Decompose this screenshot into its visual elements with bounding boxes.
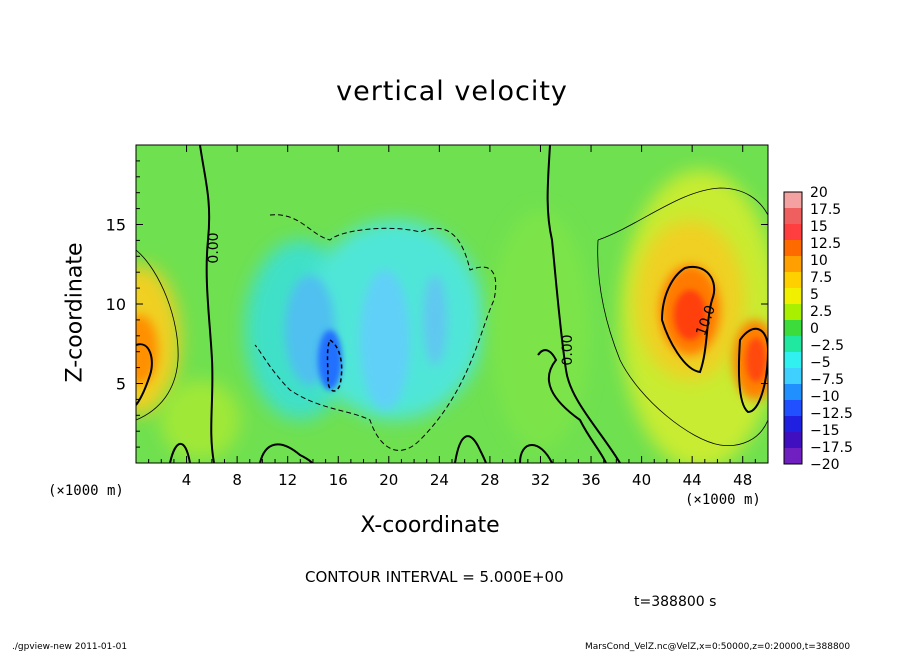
x-tick-label: 48: [733, 471, 752, 489]
colorbar-swatch: [784, 368, 802, 385]
colorbar-swatch: [784, 240, 802, 257]
heatmap-field: [136, 145, 768, 463]
x-axis-label: X-coordinate: [360, 513, 500, 538]
contour-interval-note: CONTOUR INTERVAL = 5.000E+00: [305, 568, 564, 586]
colorbar-swatch: [784, 352, 802, 369]
colorbar-label: −12.5: [810, 406, 853, 422]
colorbar-label: −7.5: [810, 372, 844, 388]
colorbar-swatch: [784, 384, 802, 401]
x-tick-label: 32: [531, 471, 550, 489]
x-tick-label: 40: [632, 471, 651, 489]
colorbar-label: −5: [810, 355, 831, 371]
colorbar-label: 12.5: [810, 236, 841, 252]
colorbar-swatch: [784, 192, 802, 209]
colorbar-frame: [783, 191, 803, 465]
colorbar-swatch: [784, 336, 802, 353]
z-tick-label: 5: [116, 375, 126, 394]
colorbar-label: 7.5: [810, 270, 832, 286]
colorbar-swatch: [784, 224, 802, 241]
colorbar-label: −10: [810, 389, 840, 405]
time-stamp: t=388800 s: [634, 594, 717, 610]
colorbar-label: 10: [810, 253, 828, 269]
colorbar-label: 20: [810, 185, 828, 201]
colorbar-label: −2.5: [810, 338, 844, 354]
chart-title: vertical velocity: [336, 76, 568, 107]
colorbar-label: −20: [810, 457, 840, 473]
x-tick-label: 44: [683, 471, 702, 489]
z-tick-label: 10: [106, 295, 126, 314]
colorbar-label: 15: [810, 219, 828, 235]
z-axis-unit: (×1000 m): [48, 483, 124, 499]
contour-label: 0.00: [206, 232, 222, 263]
colorbar-swatch: [784, 288, 802, 305]
colorbar-swatch: [784, 416, 802, 433]
colorbar-swatch: [784, 304, 802, 321]
x-tick-label: 20: [379, 471, 398, 489]
colorbar-swatch: [784, 448, 802, 465]
colorbar-swatch: [784, 320, 802, 337]
x-axis: 4 8 12 16 20 24 28 32 36 40 44 48: [148, 145, 756, 489]
colorbar-label: −17.5: [810, 440, 853, 456]
x-axis-unit: (×1000 m): [685, 492, 761, 508]
footer-source: MarsCond_VelZ.nc@VelZ,x=0:50000,z=0:2000…: [585, 642, 851, 652]
colorbar-swatch: [784, 432, 802, 449]
colorbar-label: 5: [810, 287, 819, 303]
z-tick-label: 15: [106, 216, 126, 235]
colorbar-swatch: [784, 208, 802, 225]
footer-command: ./gpview-new 2011-01-01: [12, 642, 128, 652]
colorbar-label: 17.5: [810, 202, 841, 218]
x-tick-label: 36: [581, 471, 600, 489]
x-tick-label: 28: [480, 471, 499, 489]
y-axis-label: Z-coordinate: [62, 242, 88, 383]
contour-label: 0.00: [560, 334, 576, 365]
colorbar-swatch: [784, 256, 802, 273]
x-tick-label: 4: [182, 471, 192, 489]
colorbar-label: −15: [810, 423, 840, 439]
x-tick-label: 8: [232, 471, 242, 489]
colorbar: 2017.51512.5107.552.50−2.5−5−7.5−10−12.5…: [783, 185, 853, 473]
colorbar-label: 2.5: [810, 304, 832, 320]
colorbar-swatch: [784, 272, 802, 289]
z-axis: 5 10 15: [106, 160, 768, 448]
colorbar-label: 0: [810, 321, 819, 337]
x-tick-label: 12: [278, 471, 297, 489]
x-tick-label: 24: [430, 471, 449, 489]
colorbar-swatch: [784, 400, 802, 417]
x-tick-label: 16: [329, 471, 348, 489]
